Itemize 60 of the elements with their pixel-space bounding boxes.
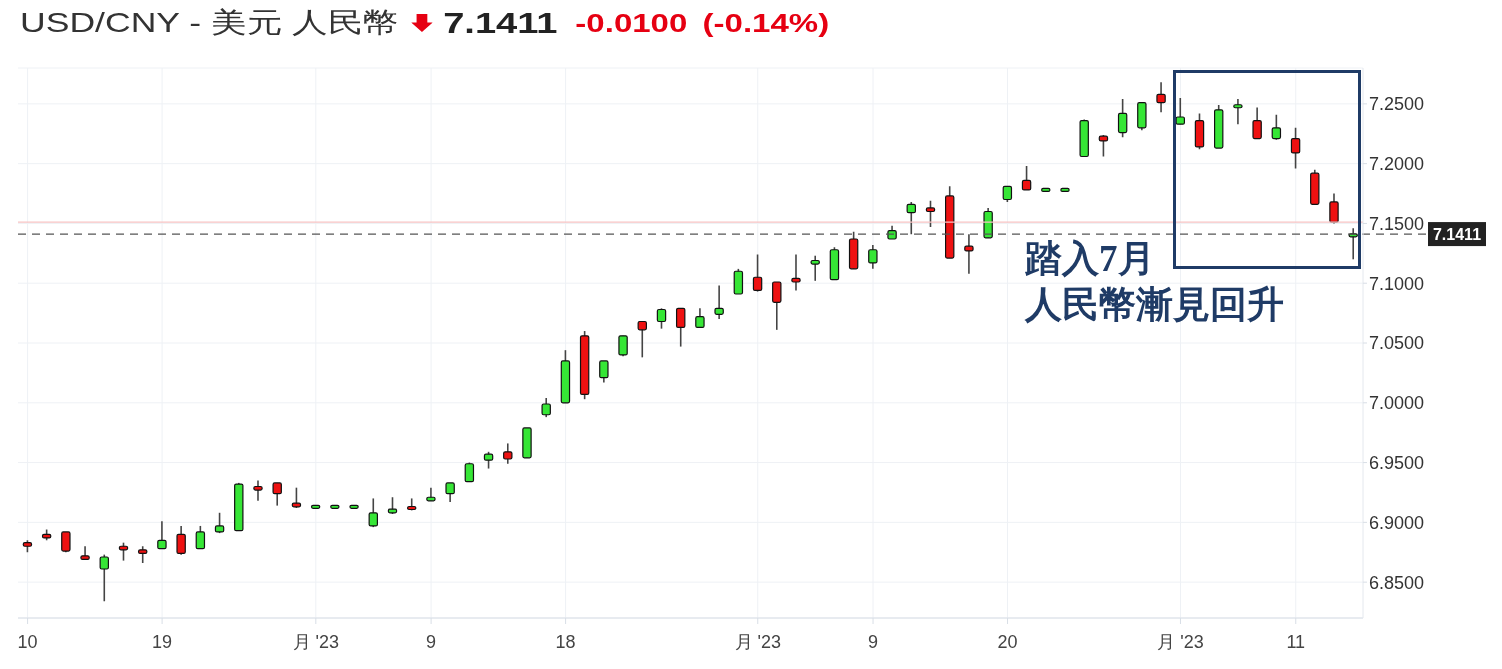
y-tick-label: 7.0000 (1369, 393, 1425, 414)
x-tick-label: 月 '23 (734, 632, 781, 652)
x-tick-label: 18 (555, 632, 576, 652)
candlestick (272, 482, 282, 507)
x-tick-label: 10 (17, 632, 38, 652)
annotation: 人民幣漸見回升 (1025, 283, 1284, 327)
y-tick-label: 7.1000 (1369, 273, 1425, 294)
candlestick (1117, 98, 1128, 139)
x-tick-label: 20 (997, 632, 1018, 652)
candlestick (368, 497, 378, 528)
x-tick-label: 月 '23 (1157, 632, 1204, 652)
candlestick (810, 254, 820, 282)
candlestick (656, 307, 667, 330)
candlestick (1021, 165, 1032, 191)
y-tick-label: 6.9000 (1369, 512, 1425, 533)
x-tick-label: 9 (868, 632, 879, 652)
y-tick-label: 7.2500 (1369, 94, 1425, 115)
chart-title: USD/CNY - 美元 人民幣 (20, 6, 399, 40)
candlestick (1175, 97, 1185, 125)
candlestick (1252, 106, 1262, 140)
text: (-0.14%) (702, 7, 830, 39)
candlestick (964, 233, 974, 275)
y-tick-label: 6.8500 (1369, 572, 1425, 593)
candlestick (1098, 134, 1109, 158)
text: 7.1411 (443, 6, 558, 40)
x-tick-label: 9 (426, 632, 437, 652)
candlestick (1233, 98, 1243, 125)
candlestick (906, 201, 916, 235)
candlestick (637, 320, 647, 359)
candlestick (925, 199, 936, 228)
candlestick (599, 360, 609, 384)
candlestick (733, 268, 744, 295)
candlestick (503, 442, 513, 465)
candlestick (1271, 113, 1282, 141)
candlestick (253, 479, 263, 502)
candlestick (868, 244, 878, 270)
x-tick-label: 11 (1286, 632, 1306, 652)
candlestick (99, 553, 109, 603)
candlestick (695, 307, 705, 329)
candlestick (541, 397, 551, 418)
text: -0.0100 (575, 7, 688, 39)
y-tick-label: 7.1500 (1369, 213, 1425, 234)
annotation: 踏入7月 (1025, 237, 1156, 281)
candlestick (176, 525, 186, 556)
y-tick-label: 7.2000 (1369, 154, 1425, 175)
candlestick (195, 525, 206, 550)
candlestick (714, 284, 724, 320)
candlestick (752, 253, 763, 293)
candlestick (445, 482, 455, 503)
candlestick (157, 520, 167, 550)
candlestick (791, 253, 801, 292)
candlestick (1156, 81, 1166, 114)
x-tick-label: 月 '23 (292, 632, 340, 652)
x-tick-label: 19 (152, 632, 173, 652)
candlestick (772, 281, 782, 331)
y-tick-label: 7.0500 (1369, 333, 1425, 354)
candlestick (675, 307, 686, 348)
ref-line-label: 7.1411 (1432, 226, 1482, 244)
y-tick-label: 6.9500 (1369, 452, 1425, 473)
candlestick (1290, 126, 1301, 170)
